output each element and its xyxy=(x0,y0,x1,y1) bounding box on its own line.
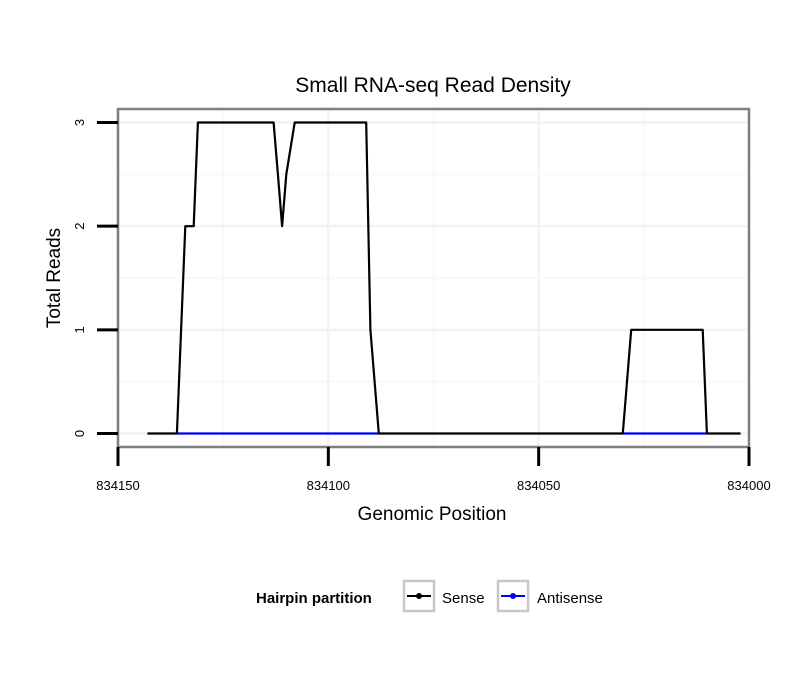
x-tick-label: 834100 xyxy=(307,478,350,493)
y-tick-label: 3 xyxy=(72,119,87,126)
plot-panel-border xyxy=(116,107,751,449)
y-axis: 0 1 2 3 xyxy=(72,119,118,437)
series-layer xyxy=(147,121,741,435)
y-axis-title: Total Reads xyxy=(44,228,65,328)
grid xyxy=(116,109,751,447)
chart-title: Small RNA-seq Read Density xyxy=(295,74,571,97)
legend-key-sense xyxy=(402,579,436,613)
legend-key-antisense xyxy=(496,579,530,613)
legend-key-antisense-point xyxy=(510,593,516,599)
y-tick-label: 2 xyxy=(72,223,87,230)
legend-label-sense: Sense xyxy=(442,590,485,607)
x-axis-title: Genomic Position xyxy=(358,504,507,525)
x-tick-label: 834050 xyxy=(517,478,560,493)
series-sense-line xyxy=(147,121,741,435)
x-tick-label: 834000 xyxy=(727,478,770,493)
y-tick-label: 0 xyxy=(72,430,87,437)
legend-label-antisense: Antisense xyxy=(537,590,603,607)
x-tick-label: 834150 xyxy=(96,478,139,493)
y-tick-label: 1 xyxy=(72,326,87,333)
legend-key-sense-point xyxy=(416,593,422,599)
x-axis: 834150 834100 834050 834000 xyxy=(96,447,771,493)
legend-title: Hairpin partition xyxy=(256,590,372,607)
legend: Hairpin partition Sense Antisense xyxy=(256,579,603,613)
